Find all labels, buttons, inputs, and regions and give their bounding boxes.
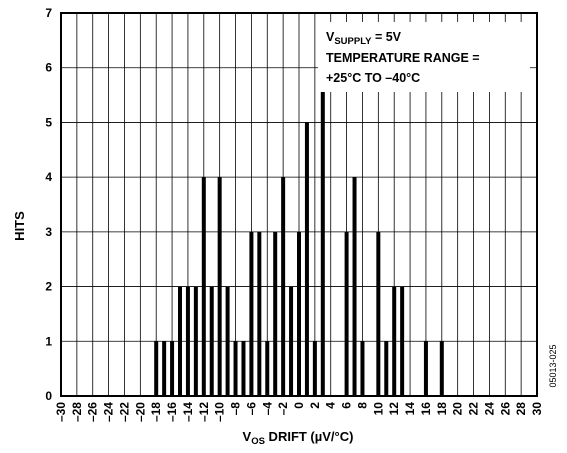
annotation-line-3: +25°C TO –40°C (326, 71, 420, 85)
x-tick-label: –26 (86, 402, 100, 422)
x-tick-label: –4 (260, 402, 274, 416)
bar (178, 286, 182, 396)
x-tick-label: –10 (213, 402, 227, 422)
bar (273, 231, 278, 396)
bar (360, 341, 365, 396)
x-tick-label: –6 (244, 402, 258, 416)
bar (185, 286, 190, 396)
y-tick-label: 5 (45, 115, 52, 129)
x-tick-label: –14 (181, 402, 195, 422)
bar (384, 341, 389, 396)
bar (193, 286, 198, 396)
figure-id: 05013-025 (548, 344, 558, 387)
x-tick-label: –20 (133, 402, 147, 422)
x-tick-label: 4 (324, 402, 338, 409)
x-tick-label: 22 (467, 402, 481, 416)
plot-frame (60, 12, 538, 397)
x-tick-label: –24 (102, 402, 116, 422)
x-tick-label: 12 (387, 402, 401, 416)
bar (376, 231, 381, 396)
y-tick-label: 4 (45, 170, 52, 184)
bar (400, 286, 405, 396)
bar (249, 231, 254, 396)
bar (201, 177, 206, 396)
bar (344, 231, 349, 396)
x-tick-label: 10 (371, 402, 385, 416)
bar (225, 286, 230, 396)
bar (154, 341, 159, 396)
bar (162, 341, 167, 396)
x-tick-label: 28 (514, 402, 528, 416)
bar (423, 341, 428, 396)
x-tick-label: 20 (451, 402, 465, 416)
y-tick-label: 3 (45, 225, 52, 239)
annotation-line-1: VSUPPLY = 5V (326, 30, 402, 47)
bar (241, 341, 246, 396)
annotation-background (318, 22, 530, 92)
x-tick-label: 8 (355, 402, 369, 409)
x-tick-labels: –30 –28 –26 –24 –22 –20 –18 –16 –14 –12 –10 –8 –6 –4–… (54, 402, 544, 422)
x-tick-label: –18 (149, 402, 163, 422)
bar (392, 286, 397, 396)
bar (439, 341, 444, 396)
x-tick-label: 14 (403, 402, 417, 416)
y-tick-label: 1 (45, 334, 52, 348)
x-tick-label: 2 (308, 402, 322, 409)
bar (312, 341, 317, 396)
y-axis-title: HITS (12, 211, 27, 241)
bars-group (154, 67, 444, 396)
x-tick-label: –12 (197, 402, 211, 422)
x-tick-label: –30 (54, 402, 68, 422)
bar (265, 341, 270, 396)
bar (209, 286, 214, 396)
bar (281, 177, 286, 396)
x-tick-label: 16 (419, 402, 433, 416)
bar (297, 231, 301, 396)
x-tick-label: –8 (229, 402, 243, 416)
x-tick-label: 0 (292, 402, 306, 409)
bar (233, 341, 238, 396)
x-tick-label: –28 (70, 402, 84, 422)
y-tick-label: 0 (45, 389, 52, 403)
x-tick-label: –2 (276, 402, 290, 416)
y-tick-labels: 0 1 2 3 4 5 6 7 (45, 6, 52, 403)
annotation-line-2: TEMPERATURE RANGE = (326, 51, 480, 65)
x-axis-title: VOS DRIFT (µV/°C) (243, 429, 354, 447)
bar (304, 122, 309, 396)
y-tick-label: 7 (45, 6, 52, 20)
y-tick-label: 6 (45, 61, 52, 75)
bar (289, 286, 294, 396)
bar (217, 177, 222, 396)
bar (320, 67, 325, 396)
bar (352, 177, 357, 396)
bar (257, 231, 262, 396)
x-tick-label: –16 (165, 402, 179, 422)
y-tick-label: 2 (45, 280, 52, 294)
x-tick-label: 24 (482, 402, 496, 416)
x-tick-label: –22 (117, 402, 131, 422)
x-tick-label: 26 (498, 402, 512, 416)
x-tick-label: 30 (530, 402, 544, 416)
bar (170, 341, 175, 396)
x-tick-label: 18 (435, 402, 449, 416)
x-tick-label: 6 (340, 402, 354, 409)
